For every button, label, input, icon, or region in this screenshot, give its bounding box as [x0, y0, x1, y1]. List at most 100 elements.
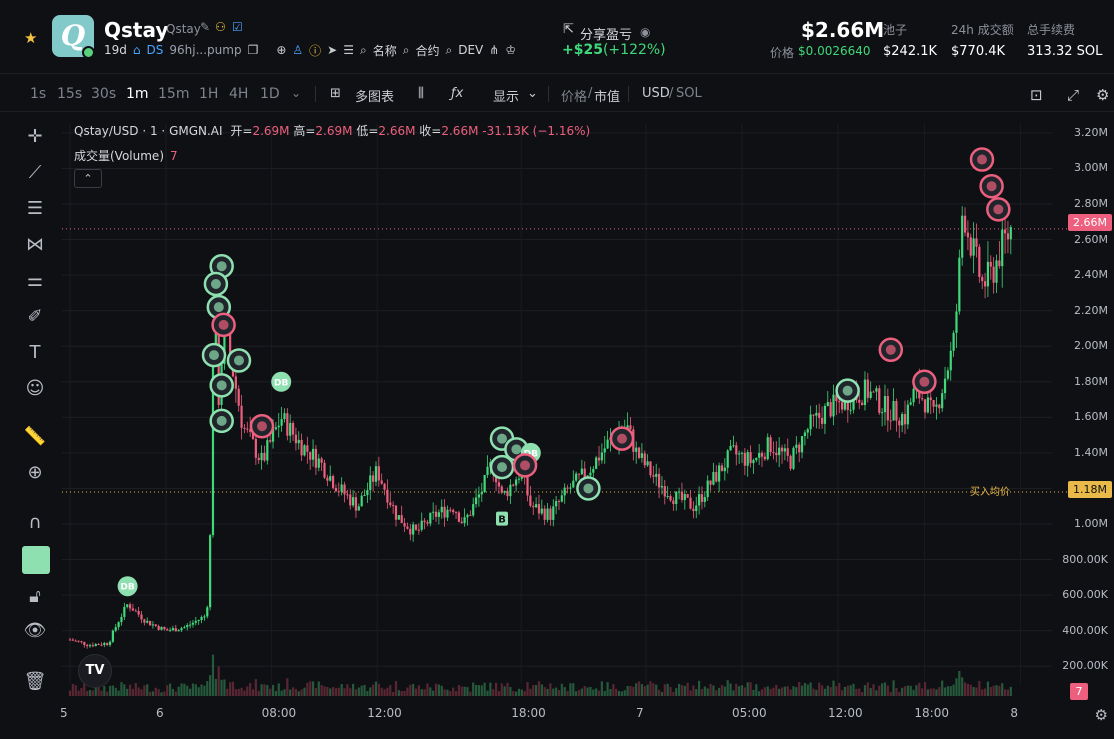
candle-body: [966, 232, 970, 238]
fib-icon[interactable]: ⚌: [26, 270, 44, 291]
volume-bar: [775, 684, 778, 696]
lock-icon[interactable]: 🔓︎: [29, 586, 41, 607]
price-toggle[interactable]: 价格: [561, 90, 588, 105]
drawing-toolbar: ✛ ⟋ ☰ ⋈ ⚌ ✐ T ☺ 📏 ⊕ ∩ 🔓︎ 👁︎ 🗑︎: [0, 114, 62, 739]
pattern-icon[interactable]: ⋈: [26, 234, 44, 255]
token-avatar: Q: [52, 15, 94, 57]
timeframe-15m[interactable]: 15m: [158, 86, 190, 102]
share-pnl-label[interactable]: 分享盈亏: [580, 28, 633, 43]
search-icon[interactable]: ⌕: [360, 42, 367, 57]
volume-bar: [918, 682, 921, 696]
favorite-star-icon[interactable]: ★: [24, 29, 38, 47]
name-search-link[interactable]: 名称: [372, 43, 397, 58]
volume-bar: [895, 687, 898, 696]
currency-usd[interactable]: USD: [642, 86, 670, 101]
timeframe-15s[interactable]: 15s: [57, 86, 83, 102]
timeframe-1s[interactable]: 1s: [30, 86, 47, 102]
trendline-icon[interactable]: ⟋: [28, 162, 42, 183]
display-menu[interactable]: 显示: [493, 90, 520, 105]
crown-icon[interactable]: ♔: [505, 43, 517, 57]
price-chart[interactable]: DB DB DB B Qstay/USD · 1 · GMGN.AI 开=2.69M …: [60, 114, 1114, 739]
candle-body: [452, 510, 455, 513]
edit-icon[interactable]: ✎: [200, 20, 211, 34]
timeframe-30s[interactable]: 30s: [91, 86, 117, 102]
display-dropdown-icon[interactable]: ⌄: [527, 86, 538, 101]
volume-bar: [506, 682, 509, 696]
menu-circle-icon[interactable]: ☰: [343, 43, 354, 57]
fullscreen-icon[interactable]: ⤢: [1067, 86, 1080, 104]
ds-label[interactable]: DS: [146, 43, 164, 57]
text-icon[interactable]: T: [29, 342, 41, 363]
search-contract-icon[interactable]: ⌕: [402, 42, 410, 57]
volume-bar: [969, 684, 972, 696]
candle-body: [266, 440, 269, 461]
candle-body: [760, 452, 764, 457]
candle-body: [1006, 233, 1010, 240]
timeframe-dropdown-icon[interactable]: ⌄: [291, 86, 302, 100]
timeframe-1d[interactable]: 1D: [260, 86, 280, 102]
token-header: ★ Q Qstay Qstay ✎ ⚇ ☑ 19d ⌂ DS 96hj...pu…: [0, 0, 1114, 74]
volume-bar: [938, 687, 941, 696]
eye-icon[interactable]: 👁︎: [23, 620, 47, 641]
currency-sol[interactable]: SOL: [676, 86, 702, 101]
candle-body: [509, 484, 512, 497]
volume-bar: [171, 688, 175, 696]
volume-bar: [646, 684, 649, 696]
volume-bar: [640, 684, 644, 696]
chart-canvas[interactable]: DB DB DB B: [62, 114, 1114, 739]
contract-search-link[interactable]: 合约: [415, 43, 440, 58]
collapse-legend-button[interactable]: ⌃: [74, 169, 102, 188]
volume-bar: [420, 689, 423, 696]
tradingview-logo[interactable]: TV: [78, 654, 112, 688]
home-icon[interactable]: ⌂: [132, 43, 141, 57]
horizontal-lines-icon[interactable]: ☰: [26, 198, 44, 219]
eye-icon[interactable]: ◉: [640, 25, 651, 39]
candle-type-icon[interactable]: ⫼: [418, 86, 424, 101]
trash-icon[interactable]: 🗑︎: [23, 671, 47, 692]
mcap-toggle[interactable]: 市值: [594, 90, 621, 105]
camera-icon[interactable]: ⊡: [1030, 86, 1043, 104]
share-icon[interactable]: ⋔: [489, 43, 500, 57]
candle-body: [826, 402, 829, 406]
candle-body: [437, 512, 440, 517]
candle-body: [469, 514, 472, 516]
indicators-icon[interactable]: ƒx: [451, 86, 464, 101]
add-chart-icon[interactable]: ⊞: [330, 86, 341, 101]
share-pnl-icon[interactable]: ⇱: [563, 22, 574, 37]
crosshair-icon[interactable]: ✛: [27, 126, 43, 147]
telegram-icon[interactable]: ➤: [327, 43, 338, 57]
dev-search-link[interactable]: DEV: [458, 43, 484, 57]
contract-address[interactable]: 96hj...pump: [169, 43, 242, 57]
volume-bar: [106, 691, 109, 696]
candle-body: [449, 509, 452, 511]
copy-icon[interactable]: ❐: [247, 43, 259, 57]
volume-bar: [986, 681, 990, 696]
user-icon[interactable]: ♙: [292, 43, 304, 57]
volume-bar: [354, 689, 358, 696]
multi-chart-button[interactable]: 多图表: [355, 90, 395, 105]
zoom-in-icon[interactable]: ⊕: [27, 462, 43, 483]
brush-icon[interactable]: ✐: [27, 306, 43, 327]
timeframe-4h[interactable]: 4H: [229, 86, 249, 102]
candle-body: [237, 388, 240, 406]
candle-body: [732, 445, 735, 447]
chart-settings-icon[interactable]: ⚙: [1094, 706, 1108, 724]
website-icon[interactable]: ⊕: [276, 43, 287, 57]
timeframe-1m[interactable]: 1m: [126, 86, 149, 102]
settings-icon[interactable]: ⚙: [1096, 86, 1110, 104]
ruler-icon[interactable]: 📏: [23, 426, 47, 447]
magnet-icon[interactable]: ∩: [28, 512, 42, 533]
candle-body: [783, 448, 786, 452]
emoji-icon[interactable]: ☺: [25, 378, 45, 399]
color-square-icon[interactable]: [22, 546, 50, 574]
volume-bar: [271, 684, 275, 696]
timeframe-1h[interactable]: 1H: [199, 86, 219, 102]
token-meta-row: 19d ⌂ DS 96hj...pump ❐ ⊕ ♙ ⓘ ➤ ☰ ⌕ 名称 ⌕ …: [104, 42, 517, 58]
warning-icon[interactable]: ⓘ: [309, 43, 322, 58]
volume-bar: [878, 685, 881, 696]
candle-body: [715, 472, 718, 482]
search-dev-icon[interactable]: ⌕: [445, 42, 453, 57]
volume-bar: [943, 687, 947, 696]
volume-bar: [675, 688, 678, 696]
volume-bar: [723, 686, 726, 696]
